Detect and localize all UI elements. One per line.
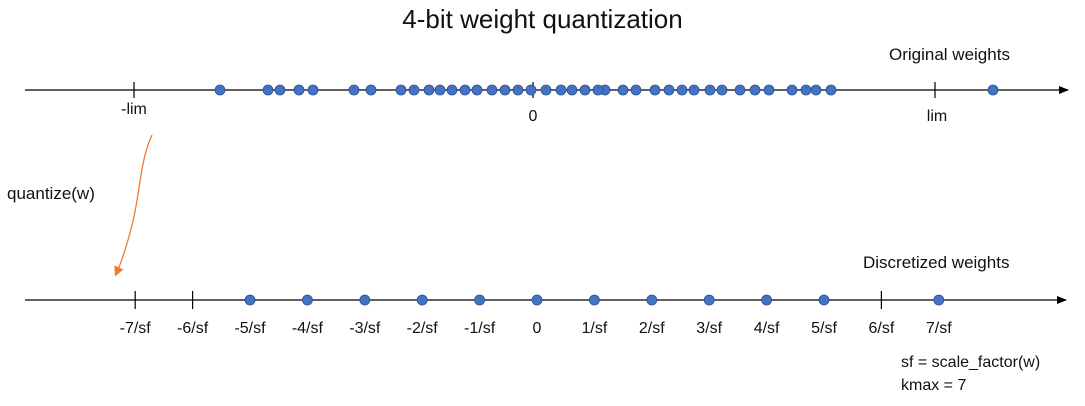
- discretized-tick-label: -1/sf: [464, 320, 496, 337]
- original-weight-point: [763, 84, 775, 96]
- original-weight-point: [486, 84, 498, 96]
- original-weight-point: [716, 84, 728, 96]
- original-weight-point: [408, 84, 420, 96]
- original-weight-point: [704, 84, 716, 96]
- quantize-arrow-label: quantize(w): [7, 184, 95, 203]
- discretized-weight-point: [818, 294, 830, 306]
- discretized-tick-label: 2/sf: [639, 320, 665, 337]
- discretized-weight-point: [474, 294, 486, 306]
- discretized-ticks: -7/sf -6/sf -5/sf -4/sf -3/sf -2/sf -1/sf 0 1/sf…: [120, 291, 952, 337]
- discretized-weight-point: [301, 294, 313, 306]
- discretized-tick-label: -5/sf: [234, 320, 266, 337]
- original-tick-label-neg-lim: -lim: [121, 101, 147, 118]
- original-weight-point: [274, 84, 286, 96]
- original-weight-point: [262, 84, 274, 96]
- original-tick-label-zero: 0: [529, 108, 538, 125]
- original-weight-point: [555, 84, 567, 96]
- scale-factor-note: sf = scale_factor(w): [901, 354, 1041, 371]
- discretized-weight-points: [244, 294, 945, 306]
- original-weight-point: [987, 84, 999, 96]
- original-weight-point: [663, 84, 675, 96]
- discretized-tick-label: 3/sf: [696, 320, 722, 337]
- original-weight-point: [348, 84, 360, 96]
- discretized-weight-point: [933, 294, 945, 306]
- original-weight-point: [676, 84, 688, 96]
- original-weight-point: [395, 84, 407, 96]
- discretized-weight-point: [244, 294, 256, 306]
- original-weight-point: [688, 84, 700, 96]
- discretized-tick-label: -7/sf: [120, 320, 152, 337]
- original-weight-points: [214, 84, 999, 96]
- original-weight-point: [592, 84, 604, 96]
- original-weights-label: Original weights: [889, 45, 1010, 64]
- quantize-arrow: [114, 134, 153, 277]
- discretized-tick-label: 7/sf: [926, 320, 952, 337]
- discretized-weight-point: [359, 294, 371, 306]
- original-weight-point: [471, 84, 483, 96]
- discretized-tick-label: 5/sf: [811, 320, 837, 337]
- original-weight-point: [810, 84, 822, 96]
- discretized-tick-label: 4/sf: [754, 320, 780, 337]
- original-weight-point: [423, 84, 435, 96]
- original-weight-point: [734, 84, 746, 96]
- discretized-weight-point: [703, 294, 715, 306]
- discretized-tick-label: -6/sf: [177, 320, 209, 337]
- discretized-weights-label: Discretized weights: [863, 253, 1010, 272]
- original-weight-point: [214, 84, 226, 96]
- original-weight-point: [512, 84, 524, 96]
- discretized-tick-label: 1/sf: [582, 320, 608, 337]
- original-tick-label-lim: lim: [927, 108, 947, 125]
- original-weight-point: [566, 84, 578, 96]
- original-weight-point: [499, 84, 511, 96]
- original-weight-point: [630, 84, 642, 96]
- original-weight-point: [434, 84, 446, 96]
- discretized-weight-point: [761, 294, 772, 306]
- original-weight-point: [459, 84, 471, 96]
- original-weight-point: [786, 84, 798, 96]
- original-weight-point: [825, 84, 837, 96]
- original-weight-point: [525, 84, 537, 96]
- original-weight-point: [749, 84, 761, 96]
- discretized-tick-label: 0: [533, 320, 542, 337]
- discretized-weight-point: [416, 294, 428, 306]
- original-weight-point: [307, 84, 319, 96]
- discretized-tick-label: 6/sf: [869, 320, 895, 337]
- diagram-title: 4-bit weight quantization: [402, 4, 683, 34]
- discretized-weight-point: [531, 294, 543, 306]
- discretized-tick-label: -4/sf: [292, 320, 324, 337]
- original-weight-point: [293, 84, 305, 96]
- discretized-tick-label: -2/sf: [407, 320, 439, 337]
- discretized-tick-label: -3/sf: [349, 320, 381, 337]
- original-weight-point: [617, 84, 629, 96]
- kmax-note: kmax = 7: [901, 377, 967, 394]
- discretized-weight-point: [646, 294, 658, 306]
- original-weight-point: [365, 84, 377, 96]
- original-weight-point: [800, 84, 812, 96]
- original-weight-point: [446, 84, 458, 96]
- discretized-weight-point: [589, 294, 600, 306]
- original-weight-point: [579, 84, 591, 96]
- original-weight-point: [649, 84, 661, 96]
- original-weight-point: [540, 84, 552, 96]
